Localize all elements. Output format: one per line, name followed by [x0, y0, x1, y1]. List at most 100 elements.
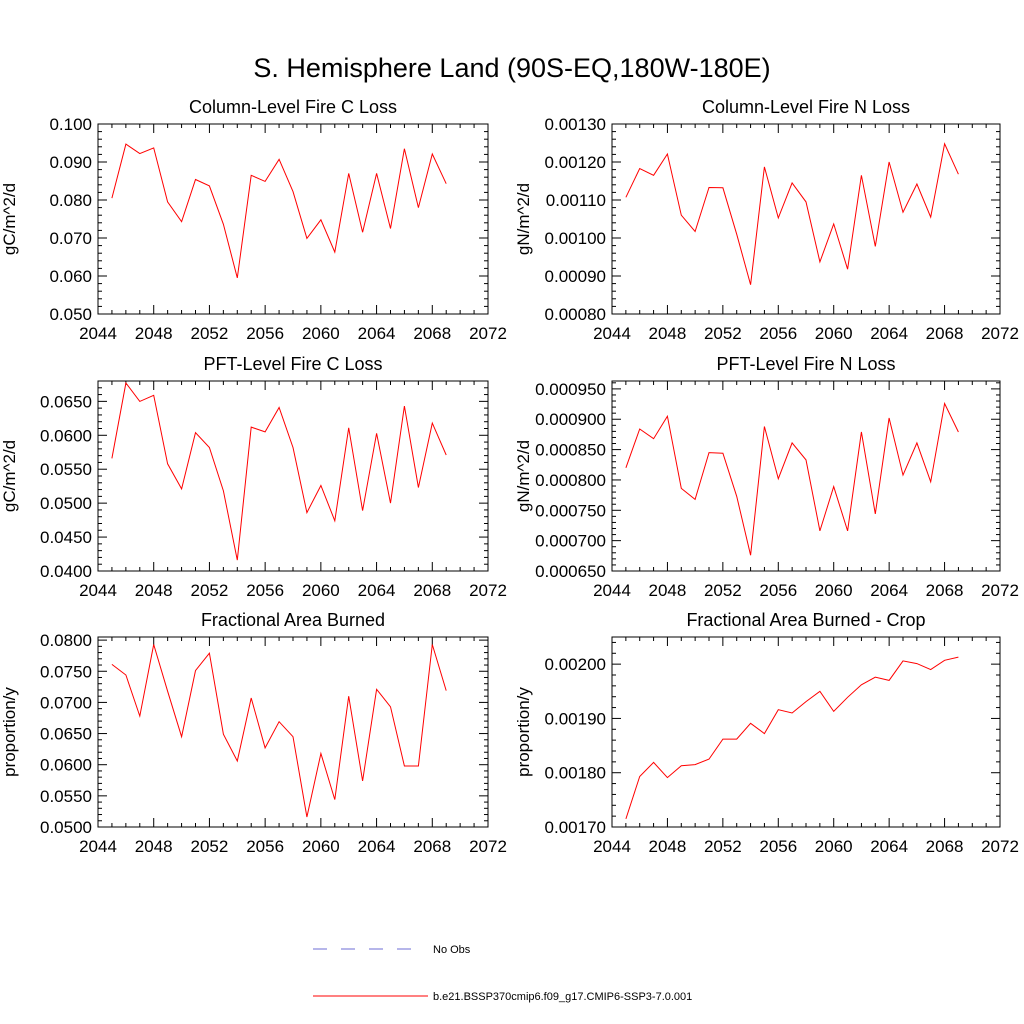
y-tick-label: 0.00100 — [545, 229, 606, 248]
series-line-model — [625, 142, 959, 285]
y-tick-label: 0.000650 — [535, 562, 606, 581]
panel-area-burned-crop: Fractional Area Burned - Crop proportion/… — [514, 610, 1019, 856]
x-tick-label: 2056 — [246, 837, 284, 856]
x-tick-label: 2060 — [302, 581, 340, 600]
legend: No Obs b.e21.BSSP370cmip6.f09_g17.CMIP6-… — [313, 944, 692, 1003]
x-tick-label: 2048 — [649, 837, 687, 856]
y-tick-label: 0.0550 — [40, 460, 92, 479]
panel-title: PFT-Level Fire N Loss — [716, 354, 895, 374]
x-tick-label: 2048 — [649, 581, 687, 600]
x-tick-label: 2072 — [981, 581, 1019, 600]
x-tick-label: 2060 — [302, 837, 340, 856]
panel-title: Fractional Area Burned — [201, 610, 385, 630]
x-tick-label: 2044 — [79, 324, 117, 343]
panels: Column-Level Fire C Loss gC/m^2/d 2044 2048… — [0, 97, 1019, 856]
x-tick-label: 2044 — [79, 837, 117, 856]
y-axis-label: gC/m^2/d — [0, 440, 19, 512]
legend-entry-no-obs: No Obs — [313, 944, 471, 956]
legend-label-no-obs: No Obs — [433, 944, 471, 956]
x-tick-label: 2064 — [870, 581, 908, 600]
y-tick-label: 0.0500 — [40, 818, 92, 837]
y-tick-label: 0.0450 — [40, 528, 92, 547]
x-tick-label: 2072 — [981, 324, 1019, 343]
x-tick-label: 2056 — [759, 324, 797, 343]
y-tick-label: 0.0650 — [40, 725, 92, 744]
y-tick-label: 0.0600 — [40, 756, 92, 775]
y-tick-label: 0.00180 — [545, 764, 606, 783]
y-tick-label: 0.0600 — [40, 426, 92, 445]
series-line-model — [625, 656, 959, 820]
x-tick-label: 2044 — [593, 581, 631, 600]
x-tick-label: 2072 — [981, 837, 1019, 856]
panel-column-fire-n: Column-Level Fire N Loss gN/m^2/d 2044 2048… — [514, 97, 1019, 343]
panel-title: Column-Level Fire C Loss — [189, 97, 397, 117]
y-tick-label: 0.00130 — [545, 115, 606, 134]
x-tick-label: 2044 — [79, 581, 117, 600]
panel-pft-fire-c: PFT-Level Fire C Loss gC/m^2/d 2044 2048 205… — [0, 354, 507, 600]
x-tick-label: 2068 — [926, 581, 964, 600]
x-tick-label: 2072 — [469, 837, 507, 856]
series-line-model — [111, 644, 447, 818]
x-tick-label: 2056 — [246, 581, 284, 600]
x-tick-label: 2048 — [135, 581, 173, 600]
series-line-model — [111, 143, 447, 279]
panel-pft-fire-n: PFT-Level Fire N Loss gN/m^2/d 2044 2048 205… — [514, 354, 1019, 600]
y-tick-label: 0.000900 — [535, 410, 606, 429]
y-tick-label: 0.000750 — [535, 501, 606, 520]
y-tick-label: 0.0400 — [40, 562, 92, 581]
y-tick-label: 0.00200 — [545, 655, 606, 674]
x-tick-label: 2052 — [191, 581, 229, 600]
y-axis-label: proportion/y — [0, 687, 19, 777]
y-tick-label: 0.080 — [49, 191, 92, 210]
x-tick-label: 2060 — [302, 324, 340, 343]
x-tick-label: 2060 — [815, 837, 853, 856]
series-line-model — [111, 381, 447, 561]
x-tick-label: 2068 — [926, 837, 964, 856]
x-tick-label: 2064 — [358, 324, 396, 343]
x-tick-label: 2068 — [413, 324, 451, 343]
y-tick-label: 0.00170 — [545, 818, 606, 837]
panel-title: PFT-Level Fire C Loss — [203, 354, 382, 374]
y-tick-label: 0.000800 — [535, 471, 606, 490]
x-tick-label: 2052 — [704, 837, 742, 856]
x-tick-label: 2072 — [469, 581, 507, 600]
legend-label-model: b.e21.BSSP370cmip6.f09_g17.CMIP6-SSP3-7.… — [433, 991, 692, 1003]
x-tick-label: 2044 — [593, 837, 631, 856]
series-line-model — [625, 401, 959, 556]
x-tick-label: 2060 — [815, 324, 853, 343]
y-axis-label: proportion/y — [514, 687, 533, 777]
y-tick-label: 0.000950 — [535, 380, 606, 399]
y-tick-label: 0.0650 — [40, 392, 92, 411]
y-tick-label: 0.0800 — [40, 631, 92, 650]
panel-title: Column-Level Fire N Loss — [702, 97, 910, 117]
y-axis-label: gC/m^2/d — [0, 183, 19, 255]
x-tick-label: 2056 — [246, 324, 284, 343]
x-tick-label: 2068 — [413, 581, 451, 600]
x-tick-label: 2052 — [191, 324, 229, 343]
y-tick-label: 0.0700 — [40, 693, 92, 712]
y-tick-label: 0.000850 — [535, 441, 606, 460]
x-tick-label: 2052 — [191, 837, 229, 856]
y-axis-label: gN/m^2/d — [514, 440, 533, 512]
panel-column-fire-c: Column-Level Fire C Loss gC/m^2/d 2044 2048… — [0, 97, 507, 343]
x-tick-label: 2052 — [704, 324, 742, 343]
y-tick-label: 0.00120 — [545, 153, 606, 172]
y-tick-label: 0.060 — [49, 267, 92, 286]
panel-area-burned: Fractional Area Burned proportion/y 2044 20… — [0, 610, 507, 856]
y-tick-label: 0.0500 — [40, 494, 92, 513]
y-tick-label: 0.00090 — [545, 267, 606, 286]
y-tick-label: 0.100 — [49, 115, 92, 134]
y-tick-label: 0.090 — [49, 153, 92, 172]
x-tick-label: 2072 — [469, 324, 507, 343]
y-tick-label: 0.050 — [49, 305, 92, 324]
x-tick-label: 2048 — [135, 324, 173, 343]
x-tick-label: 2068 — [413, 837, 451, 856]
x-tick-label: 2056 — [759, 581, 797, 600]
x-tick-label: 2056 — [759, 837, 797, 856]
y-tick-label: 0.00190 — [545, 709, 606, 728]
figure-title: S. Hemisphere Land (90S-EQ,180W-180E) — [253, 53, 770, 83]
x-tick-label: 2044 — [593, 324, 631, 343]
x-tick-label: 2064 — [358, 837, 396, 856]
